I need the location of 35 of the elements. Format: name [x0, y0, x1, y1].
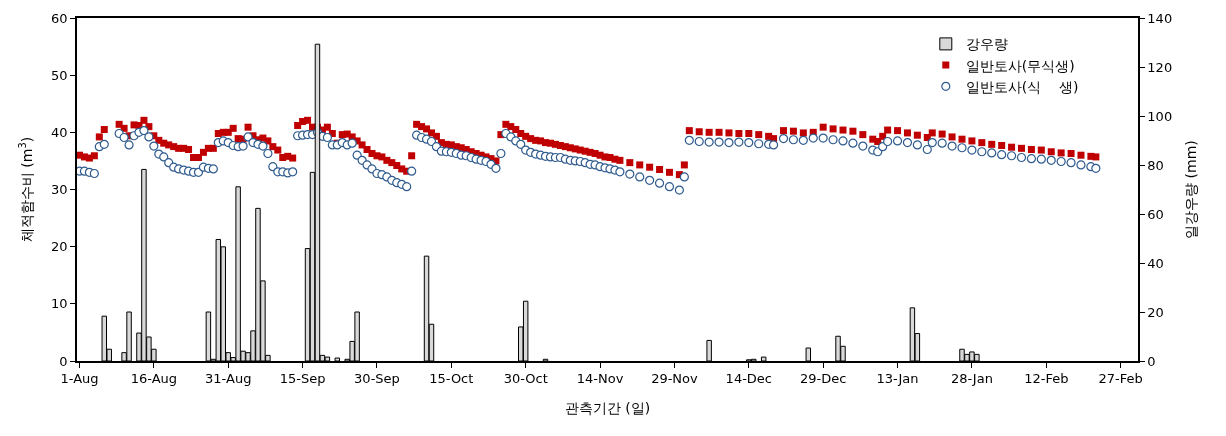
y2-tick-label: 20 — [1147, 304, 1164, 320]
y-tick-label: 50 — [51, 67, 68, 83]
legend-label: 강우량 — [965, 36, 1008, 53]
y2-tick-label: 100 — [1147, 108, 1173, 124]
x-tick-label: 12-Feb — [1024, 371, 1069, 387]
x-tick-label: 15-Oct — [429, 371, 474, 387]
x-tick-label: 29-Dec — [799, 371, 847, 387]
y2-tick-label: 120 — [1147, 59, 1173, 75]
y-tick-label: 30 — [51, 182, 68, 198]
y-tick-label: 60 — [51, 10, 68, 26]
y2-tick-label: 140 — [1147, 10, 1173, 26]
y2-tick-label: 60 — [1147, 206, 1164, 222]
x-tick-label: 28-Jan — [950, 371, 993, 387]
x-tick-label: 16-Aug — [130, 371, 178, 387]
x-tick-label: 30-Oct — [503, 371, 548, 387]
y2-axis-title: 일강우량 (mm) — [1182, 140, 1199, 239]
x-tick-label: 29-Nov — [651, 371, 699, 387]
y2-tick-label: 0 — [1147, 353, 1156, 369]
x-tick-label: 14-Dec — [725, 371, 772, 387]
x-tick-label: 1-Aug — [60, 371, 99, 387]
x-tick-label: 15-Sep — [279, 371, 326, 387]
x-tick-label: 14-Nov — [576, 371, 624, 387]
y2-tick-label: 80 — [1147, 157, 1164, 173]
y2-tick-label: 40 — [1147, 255, 1164, 271]
legend-label: 일반토사(식 생) — [965, 78, 1079, 95]
x-tick-label: 27-Feb — [1098, 371, 1143, 387]
y-tick-label: 40 — [51, 124, 68, 140]
y-tick-label: 10 — [51, 296, 68, 312]
y-tick-label: 20 — [51, 239, 68, 255]
x-axis-title: 관측기간 (일) — [564, 400, 651, 417]
x-tick-label: 30-Sep — [354, 371, 400, 387]
y-tick-label: 0 — [59, 353, 68, 369]
x-tick-label: 13-Jan — [876, 371, 919, 387]
legend-label: 일반토사(무식생) — [965, 57, 1075, 74]
x-tick-label: 31-Aug — [205, 371, 252, 387]
